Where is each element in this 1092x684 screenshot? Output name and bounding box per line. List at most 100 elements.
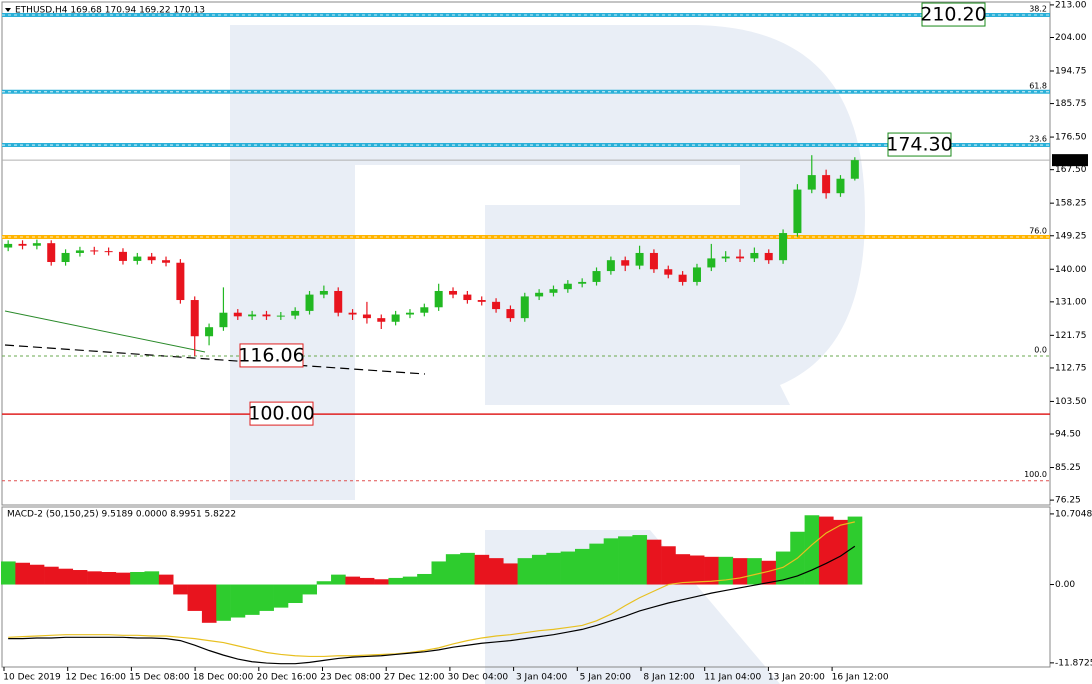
macd-bar — [460, 552, 475, 585]
macd-bar — [675, 554, 691, 585]
candle-body — [793, 189, 802, 234]
candle-body — [692, 267, 701, 282]
fib-label: 76.0 — [1029, 227, 1047, 236]
y-tick-label: 112.75 — [1055, 363, 1087, 373]
candle-body — [721, 256, 730, 259]
macd-line — [8, 545, 856, 665]
macd-bar — [603, 538, 619, 585]
macd-bar — [833, 519, 848, 585]
macd-bar — [732, 558, 748, 585]
y-tick-label: 176.50 — [1055, 133, 1087, 143]
candle-body — [61, 252, 70, 263]
callout-label: 100.00 — [248, 403, 314, 425]
macd-bar — [689, 555, 705, 585]
x-tick-label: 12 Dec 16:00 — [65, 673, 126, 683]
candle-body — [506, 309, 515, 319]
candle-body — [779, 233, 788, 261]
y-tick-label: 149.25 — [1055, 231, 1087, 241]
macd-bar — [158, 574, 174, 585]
macd-bar — [316, 581, 332, 585]
callout-box — [921, 2, 986, 27]
callout-label: 210.20 — [920, 4, 986, 26]
y-tick-label: 194.75 — [1055, 66, 1087, 76]
macd-bar — [589, 543, 604, 585]
menu-arrow[interactable] — [5, 8, 11, 12]
x-tick-label: 16 Jan 12:00 — [832, 673, 889, 683]
candle-body — [262, 314, 271, 317]
macd-bar — [804, 515, 820, 585]
candle-body — [578, 281, 587, 284]
candle-body — [75, 250, 84, 253]
candle-body — [233, 312, 242, 317]
fib-label: 38.2 — [1029, 5, 1047, 14]
macd-bar — [488, 558, 504, 585]
macd-bar — [761, 560, 777, 585]
y-tick-label: 158.25 — [1055, 199, 1087, 209]
candle-body — [391, 314, 400, 322]
macd-bar — [374, 579, 389, 585]
callout-label: 116.06 — [238, 344, 304, 366]
macd-bar — [618, 536, 633, 585]
x-tick-label: 13 Jan 20:00 — [768, 673, 825, 683]
macd-bar — [87, 571, 102, 585]
macd-bar — [747, 558, 762, 585]
x-tick-label: 8 Jan 12:00 — [643, 673, 695, 683]
x-tick-label: 18 Dec 00:00 — [193, 673, 254, 683]
candle-body — [32, 243, 41, 246]
candle-body — [348, 312, 357, 315]
candle-body — [319, 290, 328, 295]
macd-bar — [72, 570, 88, 585]
y-tick-label: 121.75 — [1055, 331, 1087, 341]
candle-body — [449, 290, 458, 295]
macd-bar — [244, 584, 260, 615]
candle-body — [606, 260, 615, 272]
macd-bar — [546, 552, 561, 585]
y-tick-label: 131.00 — [1055, 297, 1087, 307]
macd-pane — [1, 506, 1051, 668]
y-tick-label: 85.25 — [1055, 463, 1081, 473]
candle-body — [190, 300, 199, 337]
candle-body — [520, 296, 529, 319]
candle-body — [549, 289, 558, 293]
macd-bar — [704, 556, 719, 585]
candle-body — [205, 327, 214, 337]
macd-bar — [632, 535, 648, 585]
candle-body — [18, 243, 27, 246]
y-tick-label: 94.50 — [1055, 430, 1081, 440]
macd-bar — [417, 573, 432, 585]
candle-body — [362, 314, 371, 319]
macd-bar — [44, 566, 59, 585]
macd-bar — [259, 584, 274, 611]
macd-bar — [445, 554, 461, 585]
y-tick-label: -11.8725 — [1055, 658, 1092, 668]
trend-line — [4, 344, 426, 375]
candle-body — [477, 300, 486, 302]
candle-body — [420, 307, 429, 313]
macd-bar — [646, 539, 662, 585]
macd-bar — [273, 584, 289, 608]
candle-body — [405, 312, 414, 315]
macd-bar — [331, 574, 346, 585]
symbol-header: ETHUSD,H4 169.68 170.94 169.22 170.13 — [15, 6, 205, 16]
macd-bar — [560, 551, 576, 585]
x-tick-label: 15 Dec 08:00 — [129, 673, 190, 683]
x-tick-label: 11 Jan 04:00 — [704, 673, 761, 683]
macd-line — [8, 521, 855, 658]
y-tick-label: 0.00 — [1055, 580, 1075, 590]
candle-body — [291, 310, 300, 316]
x-tick-label: 10 Dec 2019 — [3, 673, 61, 683]
macd-bar — [431, 561, 447, 585]
callout-box — [887, 132, 952, 157]
candle-body — [850, 160, 859, 179]
trend-line — [4, 310, 206, 353]
y-tick-label: 204.00 — [1055, 33, 1087, 43]
candle-body — [535, 292, 544, 297]
candle-body — [807, 175, 816, 190]
macd-bar — [115, 572, 131, 585]
y-tick-label: 76.25 — [1055, 496, 1081, 506]
macd-bar — [775, 551, 791, 585]
candle-body — [219, 312, 228, 328]
macd-bar — [173, 584, 188, 595]
macd-bar — [130, 571, 145, 585]
